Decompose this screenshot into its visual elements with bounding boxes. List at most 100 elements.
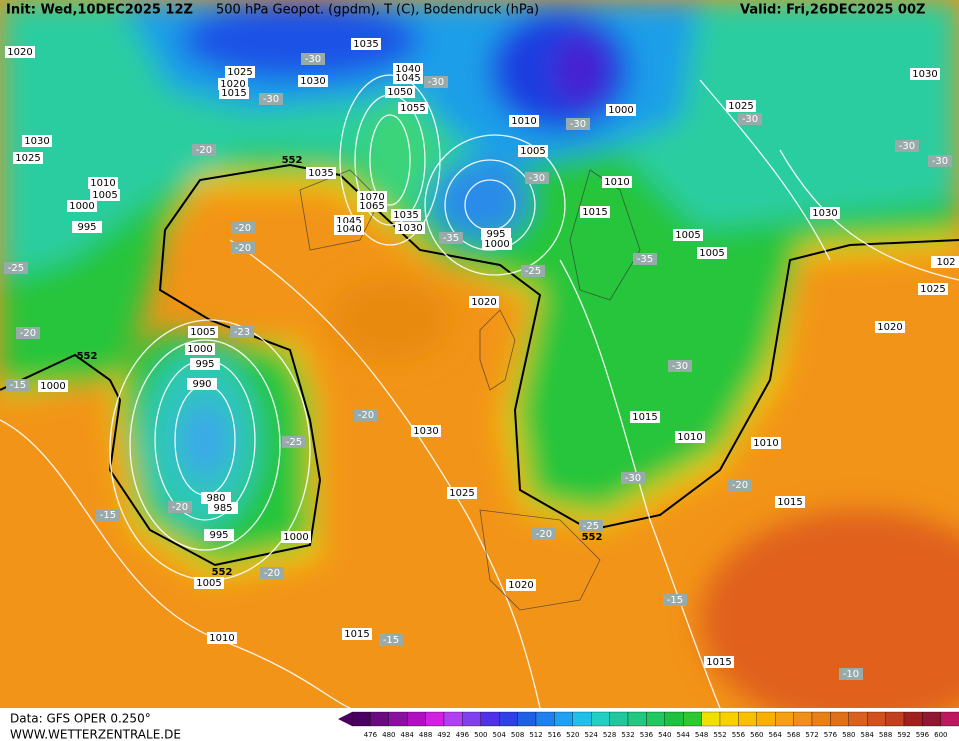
colorbar-cell	[407, 711, 426, 727]
colorbar-label: 504	[493, 731, 507, 739]
pressure-label: 1020	[220, 79, 245, 90]
label-box	[704, 656, 734, 668]
label-box	[895, 140, 919, 152]
pressure-label: 1030	[812, 208, 837, 219]
label-box	[395, 222, 425, 234]
label-box	[231, 242, 255, 254]
label-box	[579, 520, 603, 532]
label-box	[187, 378, 217, 390]
colorbar-cell	[738, 711, 757, 727]
temperature-label: -30	[672, 361, 688, 372]
colorbar-cell	[664, 711, 684, 727]
label-box	[67, 200, 97, 212]
pressure-label: 995	[195, 359, 214, 370]
label-box	[225, 66, 255, 78]
label-box	[72, 221, 102, 233]
label-box	[439, 232, 463, 244]
colorbar-cell	[719, 711, 739, 727]
pressure-label: 1000	[484, 239, 509, 250]
colorbar-cell	[443, 711, 463, 727]
colorbar-label: 520	[566, 731, 579, 739]
colorbar-cell	[351, 711, 371, 727]
temperature-label: -15	[667, 595, 683, 606]
label-box	[219, 87, 249, 99]
label-box	[168, 501, 192, 513]
colorbar-cell	[793, 711, 813, 727]
temperature-label: -25	[286, 437, 302, 448]
pressure-label: 1025	[227, 67, 252, 78]
temperature-label: -30	[305, 54, 321, 65]
colorbar-label: 512	[529, 731, 542, 739]
temperature-label: -20	[235, 223, 251, 234]
colorbar-label: 508	[511, 731, 524, 739]
pressure-label: 1015	[344, 629, 369, 640]
label-box	[281, 531, 311, 543]
pressure-label: 1005	[675, 230, 700, 241]
temperature-label: -20	[196, 145, 212, 156]
pressure-label: 1025	[728, 101, 753, 112]
colorbar-cell	[848, 711, 868, 727]
colorbar-arrow-left	[338, 712, 352, 726]
contour-label: 552	[582, 532, 603, 543]
pressure-label: 1035	[393, 210, 418, 221]
label-box	[385, 86, 415, 98]
pressure-label: 1030	[300, 76, 325, 87]
colorbar-cell	[517, 711, 537, 727]
label-box	[928, 155, 952, 167]
temperature-label: -30	[529, 173, 545, 184]
temperature-label: -10	[843, 669, 859, 680]
colorbar-cell	[903, 711, 923, 727]
label-box	[726, 100, 756, 112]
pressure-label: 1010	[90, 178, 115, 189]
temperature-label: -20	[536, 529, 552, 540]
label-box	[518, 145, 548, 157]
colorbar-label: 560	[750, 731, 763, 739]
temperature-label: -15	[383, 635, 399, 646]
label-box	[738, 113, 762, 125]
label-box	[188, 326, 218, 338]
colorbar-cell	[554, 711, 573, 727]
label-box	[282, 436, 306, 448]
temperature-label: -30	[570, 119, 586, 130]
pressure-label: 1000	[283, 532, 308, 543]
pressure-label: 1070	[359, 192, 384, 203]
colorbar-cell	[480, 711, 500, 727]
colorbar-label: 600	[934, 731, 947, 739]
label-box	[351, 38, 381, 50]
temperature-label: -30	[932, 156, 948, 167]
pressure-label: 1035	[308, 168, 333, 179]
pressure-label: 1040	[336, 224, 361, 235]
colorbar-cell	[885, 711, 905, 727]
label-box	[918, 283, 948, 295]
label-box	[201, 492, 231, 504]
temperature-label: -15	[100, 510, 116, 521]
label-box	[751, 437, 781, 449]
pressure-label: 995	[209, 530, 228, 541]
pressure-label: 995	[486, 229, 505, 240]
colorbar-label: 488	[419, 731, 432, 739]
label-box	[204, 529, 234, 541]
colorbar-cell	[811, 711, 831, 727]
colorbar-cell	[756, 711, 776, 727]
colorbar-cell	[701, 711, 721, 727]
colorbar-cell	[388, 711, 408, 727]
colorbar-label: 596	[916, 731, 930, 739]
temperature-label: -20	[20, 328, 36, 339]
pressure-label: 1045	[395, 73, 420, 84]
colorbar-cell	[867, 711, 886, 727]
contour-label: 552	[77, 351, 98, 362]
pressure-label: 1010	[753, 438, 778, 449]
label-box	[910, 68, 940, 80]
label-box	[192, 144, 216, 156]
label-box	[208, 502, 238, 514]
colorbar-label: 524	[585, 731, 599, 739]
temperature-label: -30	[742, 114, 758, 125]
pressure-label: 985	[213, 503, 232, 514]
pressure-label: 1050	[387, 87, 412, 98]
pressure-label: 1020	[471, 297, 496, 308]
label-box	[260, 567, 284, 579]
colorbar-label: 544	[677, 731, 691, 739]
label-box	[306, 167, 336, 179]
